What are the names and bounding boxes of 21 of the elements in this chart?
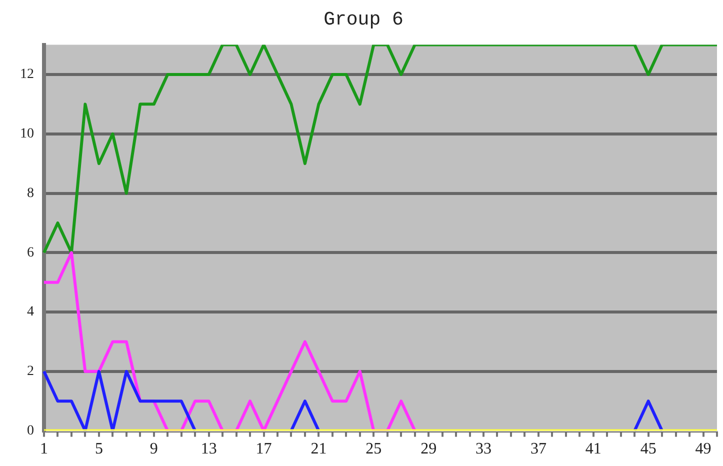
x-tick-label: 41 bbox=[585, 440, 602, 458]
y-tick-label: 0 bbox=[27, 423, 34, 438]
chart-title: Group 6 bbox=[324, 8, 404, 30]
y-tick-label: 2 bbox=[27, 364, 34, 380]
y-tick-label: 6 bbox=[27, 245, 34, 260]
y-tick-label: 4 bbox=[27, 304, 34, 320]
x-tick-label: 9 bbox=[150, 440, 158, 458]
x-tick-label: 5 bbox=[94, 440, 103, 458]
y-tick-label: 8 bbox=[27, 186, 34, 201]
x-tick-label: 13 bbox=[200, 440, 217, 458]
x-tick-label: 49 bbox=[695, 440, 712, 458]
x-tick-label: 25 bbox=[366, 440, 382, 458]
x-tick-label: 37 bbox=[530, 440, 546, 458]
x-tick-label: 45 bbox=[640, 440, 656, 458]
x-tick-label: 1 bbox=[40, 440, 48, 458]
x-tick-label: 33 bbox=[476, 440, 492, 458]
y-tick-label: 12 bbox=[20, 67, 34, 82]
x-tick-label: 21 bbox=[310, 440, 327, 458]
x-tick-label: 29 bbox=[420, 440, 437, 458]
y-tick-label: 10 bbox=[20, 126, 34, 142]
x-tick-label: 17 bbox=[256, 440, 272, 458]
